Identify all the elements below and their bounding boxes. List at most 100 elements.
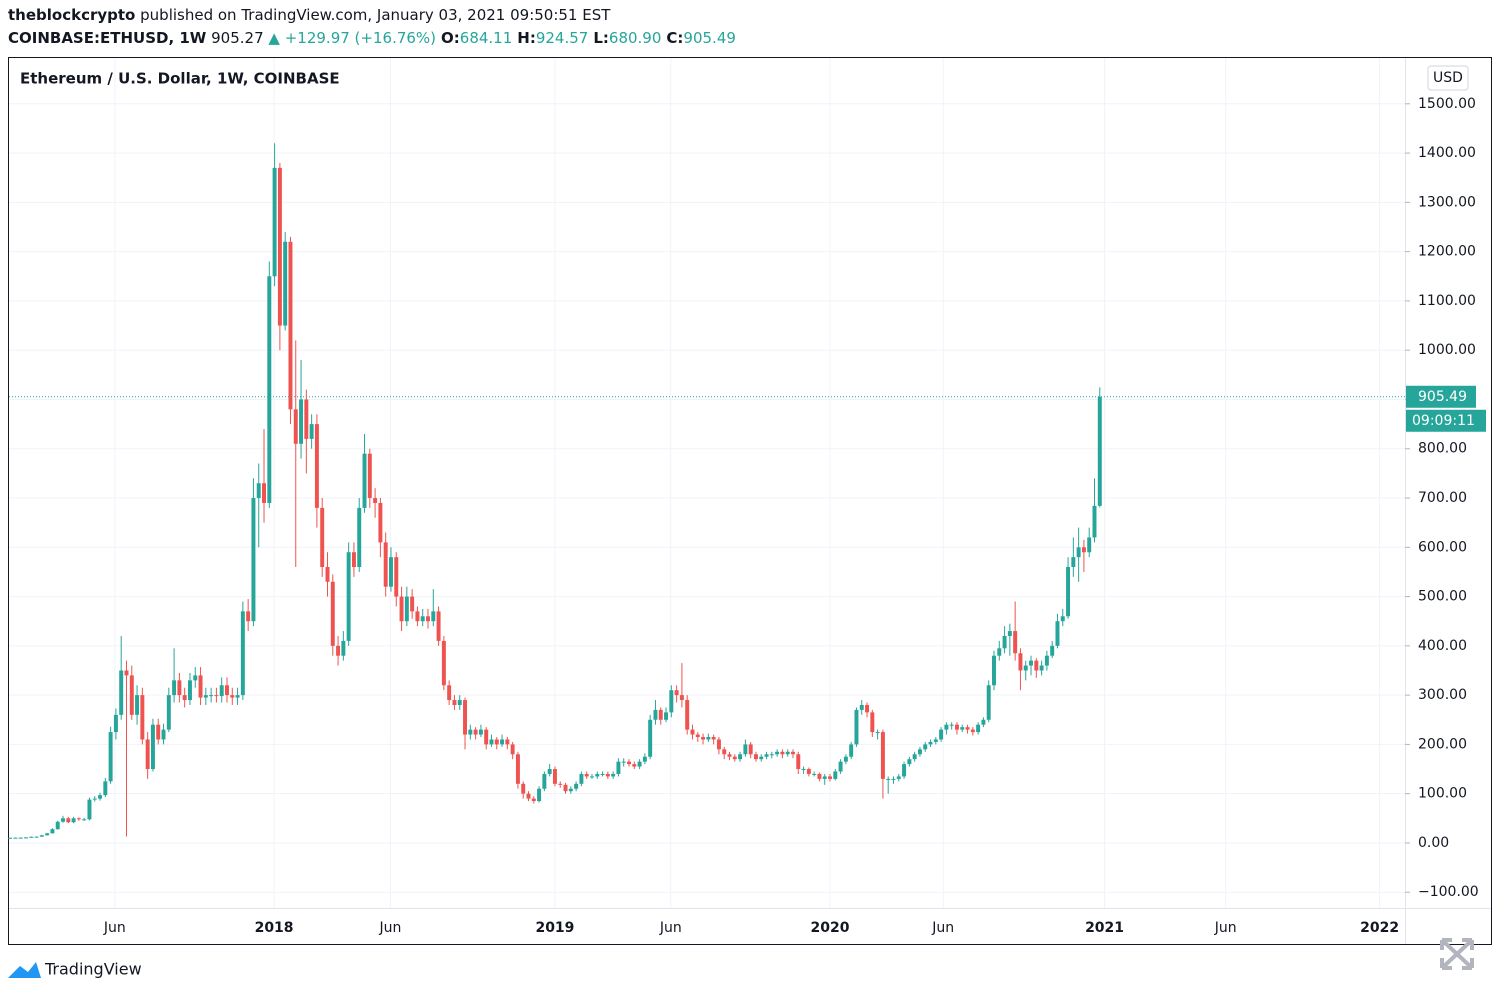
- candle-body: [346, 552, 351, 641]
- candle-body: [791, 751, 795, 755]
- x-tick-label: 2020: [811, 920, 850, 936]
- candle-body: [1023, 665, 1028, 671]
- candle-body: [997, 648, 1002, 656]
- candle-body: [61, 818, 65, 822]
- candle-body: [775, 751, 780, 755]
- candle-body: [314, 424, 319, 508]
- candle-body: [288, 241, 293, 410]
- candle-body: [695, 734, 700, 738]
- candle-body: [780, 751, 785, 755]
- candle-body: [193, 675, 198, 681]
- candle-body: [1039, 665, 1044, 671]
- candle-body: [589, 776, 594, 778]
- candle-body: [394, 557, 399, 597]
- candle-body: [277, 167, 282, 326]
- candle-body: [632, 764, 637, 767]
- y-tick-label: 1400.00: [1418, 145, 1476, 161]
- candle-body: [135, 695, 140, 715]
- candle-body: [45, 833, 50, 836]
- candle-body: [367, 453, 372, 499]
- candle-body: [55, 821, 60, 830]
- candle-body: [806, 769, 811, 774]
- candle-body: [267, 276, 272, 503]
- candle-body: [701, 737, 706, 740]
- candle-body: [716, 739, 721, 750]
- last: 905.27: [211, 29, 264, 47]
- y-tick-label: 1100.00: [1418, 293, 1476, 309]
- ohlc: O:684.11 H:924.57 L:680.90 C:905.49: [436, 29, 736, 47]
- candle-body: [214, 695, 219, 697]
- candle-body: [283, 241, 288, 326]
- y-tick-label: 800.00: [1418, 441, 1467, 457]
- fullscreen-icon[interactable]: [1440, 938, 1474, 970]
- candle-body: [124, 670, 129, 676]
- candle-body: [357, 507, 362, 568]
- x-tick-label: 2019: [535, 920, 574, 936]
- candle-body: [965, 727, 970, 730]
- symbol: COINBASE:ETHUSD, 1W: [8, 29, 207, 47]
- candle-body: [484, 729, 489, 745]
- candle-body: [679, 695, 684, 701]
- y-tick-label: 1200.00: [1418, 244, 1476, 260]
- candle-body: [939, 729, 944, 740]
- candle-body: [309, 424, 314, 439]
- candle-body: [251, 498, 256, 622]
- candle-body: [574, 783, 579, 789]
- y-tick-label: 1300.00: [1418, 194, 1476, 210]
- candle-body: [1071, 557, 1076, 568]
- candle-body: [256, 483, 261, 499]
- candle-body: [1066, 567, 1071, 617]
- candle-body: [653, 709, 658, 720]
- candle-body: [838, 761, 843, 772]
- candle-body: [156, 724, 161, 740]
- unit-box[interactable]: [1427, 65, 1469, 91]
- candle-body: [611, 773, 616, 777]
- candle-body: [891, 778, 896, 780]
- candle-body: [690, 729, 695, 735]
- candle-body: [669, 690, 674, 713]
- candle-body: [452, 700, 457, 705]
- x-tick-label: 2018: [255, 920, 294, 936]
- candle-body: [240, 611, 245, 696]
- candle-body: [145, 739, 150, 770]
- candle-body: [50, 829, 55, 834]
- candle-body: [230, 695, 235, 698]
- candle-body: [108, 732, 113, 782]
- countdown-tag: [1406, 409, 1486, 432]
- candle-body: [785, 751, 790, 755]
- candle-body: [923, 744, 928, 750]
- candle-body: [24, 837, 28, 839]
- candle-body: [875, 732, 880, 734]
- last-price-label: 905.49: [1418, 389, 1467, 405]
- candle-body: [521, 783, 526, 794]
- y-tick-label: −100.00: [1418, 884, 1479, 900]
- candle-body: [426, 616, 430, 622]
- candle-body: [828, 776, 832, 779]
- x-tick-label: 2022: [1360, 920, 1399, 936]
- candle-body: [177, 680, 182, 696]
- candle-body: [1097, 396, 1102, 506]
- candle-body: [917, 749, 922, 755]
- candle-body: [637, 761, 642, 767]
- x-tick-label: 2021: [1085, 920, 1124, 936]
- ohlc-label: L:: [593, 29, 609, 47]
- candle-body: [330, 581, 335, 646]
- candle-body: [463, 700, 468, 735]
- brand: TradingView: [44, 960, 142, 979]
- chart-frame: [8, 57, 1492, 945]
- candle-body: [404, 596, 409, 622]
- candle-body: [960, 727, 965, 730]
- candle-body: [235, 695, 240, 698]
- candle-body: [172, 680, 177, 696]
- ohlc-label: H:: [517, 29, 536, 47]
- candle-body: [880, 732, 885, 779]
- candle-body: [1034, 660, 1039, 671]
- x-tick-label: Jun: [659, 920, 682, 936]
- candle-body: [706, 737, 711, 740]
- candle-body: [76, 818, 81, 820]
- candle-body: [272, 167, 277, 277]
- candle-body: [494, 739, 499, 745]
- candle-body: [748, 744, 753, 755]
- candle-body: [642, 756, 647, 762]
- chart-title: Ethereum / U.S. Dollar, 1W, COINBASE: [20, 70, 340, 88]
